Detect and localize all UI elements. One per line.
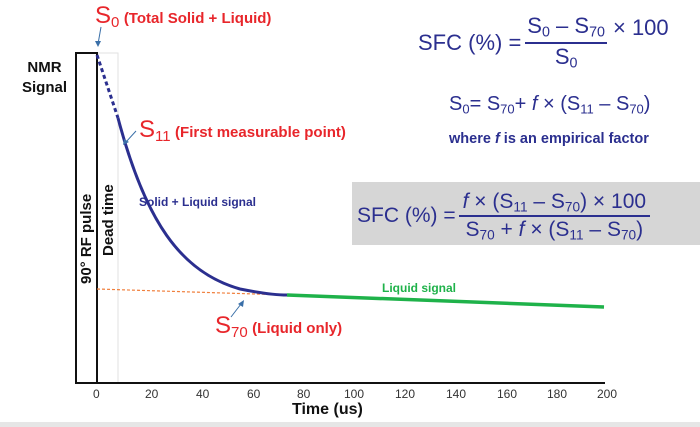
eq3-sub: 11 [513,199,528,215]
s11-arrowhead-icon [123,139,129,145]
eq3-text: – S [583,218,621,242]
s11-subscript: 11 [155,127,171,145]
y-axis-label: NMR Signal [22,58,67,98]
s70-description: (Liquid only) [252,320,343,337]
dead-time-extrapolation [95,54,120,119]
s0-symbol: S [95,2,112,29]
x-tick: 0 [93,387,100,401]
eq2-sub: 70 [629,101,644,117]
s70-annotation: S70 (Liquid only) [215,312,342,341]
eq2-f: f [531,93,538,115]
eq1-denominator: S0 [555,44,578,72]
solid-liquid-signal-label: Solid + Liquid signal [139,195,257,209]
eq2-sub: 70 [500,101,515,117]
eq1-num-sub: 70 [589,24,605,41]
x-tick: 120 [395,387,416,401]
eq3-text: ) [636,218,644,242]
eq3-sub: 11 [569,227,584,243]
sfc-formula-box [352,182,700,245]
s0-equation: S0= S70+ f × (S11 – S70) [449,93,650,116]
sfc-equation-final: SFC (%) = f × (S11 – S70) × 100 S70 + f … [357,190,651,243]
eq1-numerator: S0 – S70 [525,13,607,45]
eq2-text: × (S [537,93,581,115]
s0-subscript: 0 [111,13,120,31]
eq3-lhs: SFC (%) = [357,204,456,228]
x-tick: 100 [344,387,365,401]
eq2-text: – S [593,93,630,115]
s70-symbol: S [215,312,232,339]
x-tick: 60 [247,387,261,401]
x-tick: 180 [547,387,568,401]
eq3-numerator: f × (S11 – S70) × 100 [458,190,651,218]
s11-description: (First measurable point) [175,124,346,141]
eq3-f: f [462,190,469,213]
s0-arrowhead-icon [95,41,101,47]
rf-pulse-box [75,52,98,384]
note-text: is an empirical factor [499,131,649,147]
liquid-extrapolation-line [96,288,288,296]
eq1-lhs: SFC (%) = [418,30,522,56]
x-tick: 160 [497,387,518,401]
x-tick: 40 [196,387,210,401]
x-tick: 200 [597,387,618,401]
eq2-sub: 11 [580,101,594,117]
eq2-sub: 0 [462,101,470,117]
eq3-text: ) × 100 [580,190,647,213]
eq1-den-sub: 0 [569,55,578,72]
s11-arrow [125,130,137,143]
eq3-text: S [465,218,480,242]
s11-symbol: S [139,116,156,143]
x-axis-label: Time (us) [292,401,363,418]
s70-subscript: 70 [231,323,248,341]
note-f: f [494,131,500,147]
eq3-fraction: f × (S11 – S70) × 100 S70 + f × (S11 – S… [458,190,651,243]
empirical-factor-note: where f is an empirical factor [449,131,649,147]
s70-arrowhead-icon [238,300,244,307]
rf-pulse-label: 90° RF pulse [78,193,95,284]
note-text: where [449,131,495,147]
x-tick: 140 [446,387,467,401]
eq2-text: S [449,93,463,115]
eq1-num-text: – S [549,13,590,38]
s70-arrow [230,303,242,318]
eq3-f: f [518,218,525,242]
eq2-text: = S [469,93,501,115]
liquid-curve [286,293,605,309]
eq3-text: – S [527,190,565,213]
y-axis-label-line: NMR [27,59,62,76]
eq3-sub: 70 [620,227,637,243]
eq1-fraction: S0 – S70 S0 [525,13,607,73]
eq1-num-text: S [527,13,542,38]
eq3-sub: 70 [564,199,581,215]
liquid-signal-label: Liquid signal [382,281,456,295]
eq3-text: × (S [524,218,570,242]
y-axis-label-line: Signal [22,79,68,96]
eq3-text: + [494,218,519,242]
eq3-text: × (S [468,190,514,213]
eq1-num-sub: 0 [541,24,550,41]
eq3-denominator: S70 + f × (S11 – S70) [466,217,644,242]
s11-annotation: S11 (First measurable point) [139,116,346,145]
eq2-text: ) [643,93,651,115]
x-tick: 20 [145,387,159,401]
eq3-sub: 70 [479,227,495,243]
solid-liquid-curve [116,117,288,297]
bottom-border [0,422,700,427]
s0-annotation: S0 (Total Solid + Liquid) [95,2,271,31]
eq1-den-text: S [554,44,570,70]
eq2-text: + [514,93,532,115]
x-tick: 80 [297,387,311,401]
dead-time-label: Dead time [100,184,117,256]
eq1-times-100: × 100 [612,15,669,41]
sfc-equation-simple: SFC (%) = S0 – S70 S0 × 100 [418,13,669,73]
s0-description: (Total Solid + Liquid) [123,10,272,27]
